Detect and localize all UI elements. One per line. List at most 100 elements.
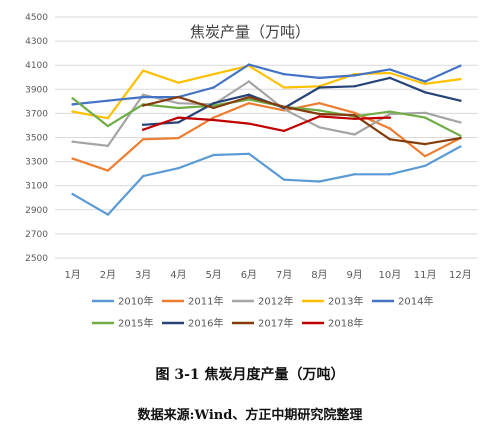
data-point bbox=[247, 101, 251, 105]
x-tick-label: 3月 bbox=[135, 269, 151, 281]
data-point bbox=[106, 144, 110, 148]
data-point bbox=[247, 93, 251, 96]
data-point bbox=[177, 136, 180, 140]
series-line bbox=[71, 102, 462, 172]
x-tick-label: 12月 bbox=[449, 269, 472, 281]
data-point bbox=[177, 121, 180, 124]
legend-label: 2014年 bbox=[398, 295, 433, 308]
legend-label: 2015年 bbox=[118, 317, 153, 330]
data-point bbox=[247, 152, 251, 155]
data-point bbox=[318, 115, 321, 118]
y-tick-label: 3500 bbox=[25, 134, 48, 144]
data-point bbox=[247, 122, 251, 125]
legend-label: 2018年 bbox=[328, 317, 363, 330]
legend-label: 2017年 bbox=[258, 317, 293, 330]
series-lines bbox=[71, 63, 462, 216]
data-point bbox=[212, 86, 215, 89]
data-point bbox=[318, 101, 321, 105]
series-2014年 bbox=[71, 63, 462, 106]
data-point bbox=[388, 127, 392, 130]
chart-title: 焦炭产量（万吨） bbox=[190, 23, 310, 41]
legend-entry: 2018年 bbox=[302, 317, 363, 330]
data-point bbox=[282, 129, 286, 133]
data-point bbox=[423, 80, 427, 83]
data-point bbox=[282, 105, 286, 108]
legend-label: 2016年 bbox=[188, 317, 223, 330]
data-point bbox=[388, 71, 392, 75]
data-point bbox=[353, 173, 356, 176]
data-point bbox=[388, 68, 392, 71]
data-point bbox=[282, 73, 286, 76]
data-point bbox=[141, 95, 145, 99]
data-point bbox=[71, 110, 74, 113]
data-point bbox=[106, 99, 110, 102]
data-point bbox=[71, 140, 74, 143]
legend-entry: 2011年 bbox=[162, 295, 223, 308]
data-point bbox=[212, 153, 215, 157]
data-point bbox=[282, 86, 286, 89]
data-point bbox=[388, 76, 392, 80]
data-point bbox=[318, 126, 321, 129]
y-axis-ticks: 2500 2700 2900 3100 3300 3500 3700 3900 4100 4300… bbox=[25, 13, 48, 264]
data-point bbox=[423, 111, 427, 114]
data-point bbox=[141, 123, 145, 127]
data-point bbox=[459, 99, 462, 102]
series-2015年 bbox=[71, 97, 462, 137]
data-point bbox=[353, 74, 356, 77]
data-point bbox=[423, 91, 427, 94]
series-2018年 bbox=[141, 115, 392, 133]
y-tick-label: 3300 bbox=[25, 158, 48, 168]
line-chart: 焦炭产量（万吨） 2500 2700 2900 3100 3300 3500 3700 390… bbox=[25, 13, 478, 330]
y-tick-label: 4500 bbox=[25, 13, 48, 23]
data-point bbox=[212, 116, 215, 119]
gridlines bbox=[55, 16, 478, 259]
data-point bbox=[212, 73, 215, 76]
legend-entry: 2016年 bbox=[162, 317, 223, 330]
data-point bbox=[247, 98, 251, 101]
data-point bbox=[71, 97, 74, 100]
series-2017年 bbox=[141, 95, 462, 146]
legend-label: 2010年 bbox=[118, 295, 153, 308]
data-point bbox=[141, 69, 145, 72]
data-point bbox=[459, 64, 462, 68]
data-point bbox=[318, 112, 321, 116]
data-point bbox=[177, 116, 180, 119]
series-line bbox=[71, 63, 462, 106]
data-point bbox=[212, 106, 215, 110]
data-point bbox=[106, 169, 110, 172]
series-2010年 bbox=[71, 145, 462, 216]
data-point bbox=[177, 81, 180, 84]
legend-entry: 2015年 bbox=[92, 317, 153, 330]
data-point bbox=[141, 93, 145, 96]
data-point bbox=[247, 80, 251, 83]
data-point bbox=[106, 124, 110, 128]
data-point bbox=[388, 138, 392, 141]
legend-label: 2013年 bbox=[328, 295, 363, 308]
legend-entry: 2013年 bbox=[302, 295, 363, 308]
data-point bbox=[353, 85, 356, 88]
y-tick-label: 2700 bbox=[25, 230, 48, 240]
data-source-note: 数据来源:Wind、方正中期研究院整理 bbox=[137, 408, 363, 423]
data-point bbox=[212, 104, 215, 107]
data-point bbox=[353, 117, 356, 121]
data-point bbox=[141, 104, 145, 107]
y-tick-label: 4300 bbox=[25, 37, 48, 47]
data-point bbox=[459, 145, 462, 148]
data-point bbox=[423, 164, 427, 168]
data-point bbox=[353, 133, 356, 136]
data-point bbox=[247, 95, 251, 99]
series-line bbox=[71, 97, 462, 137]
data-point bbox=[106, 117, 110, 120]
data-point bbox=[423, 82, 427, 86]
series-line bbox=[142, 76, 462, 126]
data-point bbox=[177, 106, 180, 110]
chart-panel: 焦炭产量（万吨） 2500 2700 2900 3100 3300 3500 3700 390… bbox=[25, 13, 478, 330]
y-tick-label: 3900 bbox=[25, 85, 48, 95]
data-point bbox=[282, 178, 286, 181]
legend-entry: 2017年 bbox=[232, 317, 293, 330]
series-line bbox=[142, 96, 462, 146]
y-tick-label: 4100 bbox=[25, 61, 48, 71]
series-line bbox=[71, 64, 462, 120]
data-point bbox=[177, 167, 180, 170]
data-point bbox=[318, 76, 321, 80]
